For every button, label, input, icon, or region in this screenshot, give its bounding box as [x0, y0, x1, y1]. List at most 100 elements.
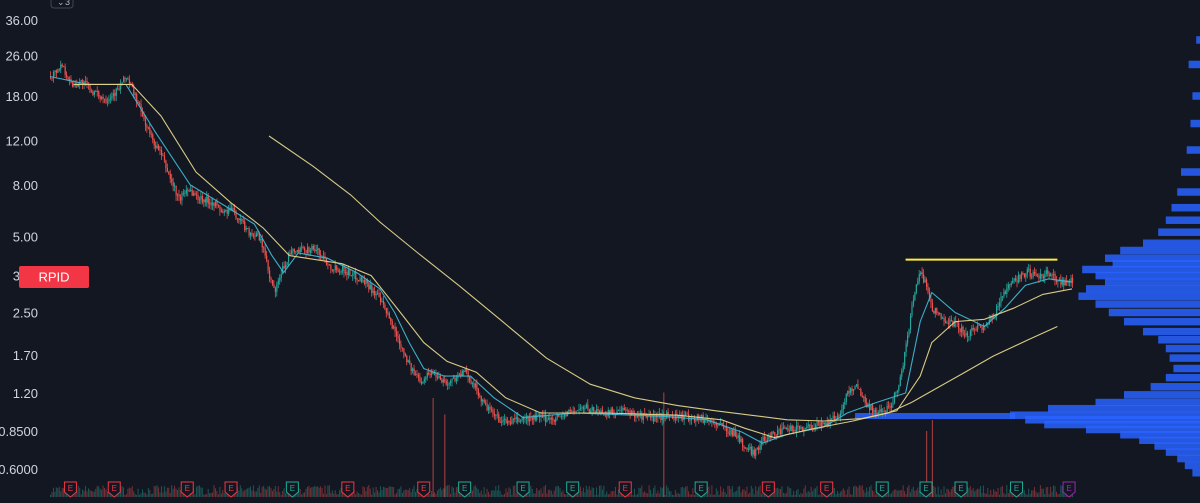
volume-bar	[50, 494, 51, 497]
candle-body	[469, 377, 471, 381]
candle-body	[239, 219, 241, 221]
candle-body	[315, 249, 317, 251]
volume-bar	[165, 491, 167, 497]
candle-body	[609, 410, 611, 414]
candle-body	[877, 412, 880, 414]
volume-bar	[563, 493, 565, 497]
volume-bar	[544, 485, 546, 497]
candle-body	[909, 315, 912, 330]
candle-body	[181, 192, 183, 201]
volume-bar	[79, 487, 81, 497]
volume-bar	[86, 491, 88, 497]
volume-bar	[169, 493, 171, 497]
volume-bar	[480, 490, 482, 497]
volume-profile-bin	[1124, 391, 1200, 399]
candle-body	[1035, 273, 1037, 277]
indicator-collapse-button[interactable]: ⌄ 3	[50, 0, 74, 9]
volume-bar	[740, 492, 742, 497]
volume-bar	[429, 494, 431, 497]
volume-bar	[728, 485, 730, 497]
candle-body	[861, 395, 863, 398]
volume-bar	[949, 491, 951, 497]
volume-bar	[325, 494, 327, 497]
volume-bar	[947, 489, 949, 497]
candle-body	[87, 84, 90, 86]
ticker-label: RPID	[38, 270, 69, 285]
candle-body	[987, 323, 989, 325]
candle-body	[512, 418, 515, 420]
volume-bar	[631, 491, 633, 497]
volume-bar	[308, 485, 310, 497]
volume-bar	[301, 494, 303, 497]
volume-bar	[578, 489, 580, 497]
candle-body	[568, 409, 570, 412]
volume-bar	[436, 490, 438, 497]
candle-body	[422, 381, 424, 384]
volume-bar	[318, 487, 320, 497]
volume-bar	[374, 492, 376, 497]
volume-bar	[600, 485, 602, 497]
candle-body	[187, 190, 189, 192]
volume-profile-bin	[1143, 239, 1200, 248]
volume-bar	[896, 490, 898, 497]
candle-body	[64, 66, 66, 75]
candle-body	[150, 133, 152, 135]
volume-profile-bin	[1095, 398, 1200, 407]
volume-bar	[540, 488, 542, 497]
volume-profile-bin	[1173, 364, 1200, 373]
volume-bar	[178, 487, 180, 497]
candle-body	[841, 409, 843, 414]
candle-body	[301, 247, 303, 248]
candle-body	[946, 322, 948, 324]
candle-body	[460, 373, 462, 377]
candle-body	[171, 178, 173, 182]
candle-body	[125, 78, 128, 80]
candle-body	[1044, 273, 1046, 279]
candle-body	[569, 409, 571, 412]
volume-bar	[146, 494, 148, 497]
candle-body	[1055, 280, 1058, 282]
candle-body	[644, 413, 646, 415]
candle-body	[1022, 273, 1024, 274]
candle-body	[975, 329, 977, 331]
volume-bar	[518, 492, 520, 497]
volume-bar	[504, 493, 506, 497]
candle-body	[499, 422, 501, 423]
candle-body	[648, 414, 650, 416]
candle-body	[457, 375, 459, 379]
candle-body	[890, 405, 893, 408]
volume-bar	[483, 487, 485, 497]
candle-body	[768, 435, 770, 440]
candle-body	[996, 306, 998, 317]
volume-bar	[619, 493, 621, 497]
candle-body	[619, 409, 621, 411]
volume-bar	[131, 486, 133, 497]
volume-bar	[398, 488, 400, 497]
candle-body	[765, 440, 767, 442]
volume-profile-bin	[1154, 442, 1200, 450]
candle-body	[473, 383, 475, 388]
volume-bar	[299, 489, 301, 497]
candle-body	[915, 284, 917, 293]
candle-body	[330, 264, 332, 270]
candle-body	[127, 78, 129, 80]
candle-body	[83, 81, 85, 85]
candle-body	[940, 313, 942, 319]
candle-body	[604, 413, 606, 416]
volume-bar	[479, 493, 481, 497]
volume-bar	[558, 486, 560, 497]
candle-body	[555, 418, 557, 422]
volume-bar	[448, 485, 450, 497]
volume-bar	[121, 486, 123, 497]
volume-bar	[194, 494, 196, 497]
candle-body	[997, 306, 999, 307]
volume-bar	[711, 485, 713, 497]
candle-body	[112, 93, 114, 97]
earnings-marker-label: E	[766, 484, 771, 493]
candle-body	[853, 389, 855, 392]
volume-bar	[123, 487, 124, 497]
volume-profile-bin	[1095, 271, 1200, 280]
candle-body	[54, 70, 56, 73]
